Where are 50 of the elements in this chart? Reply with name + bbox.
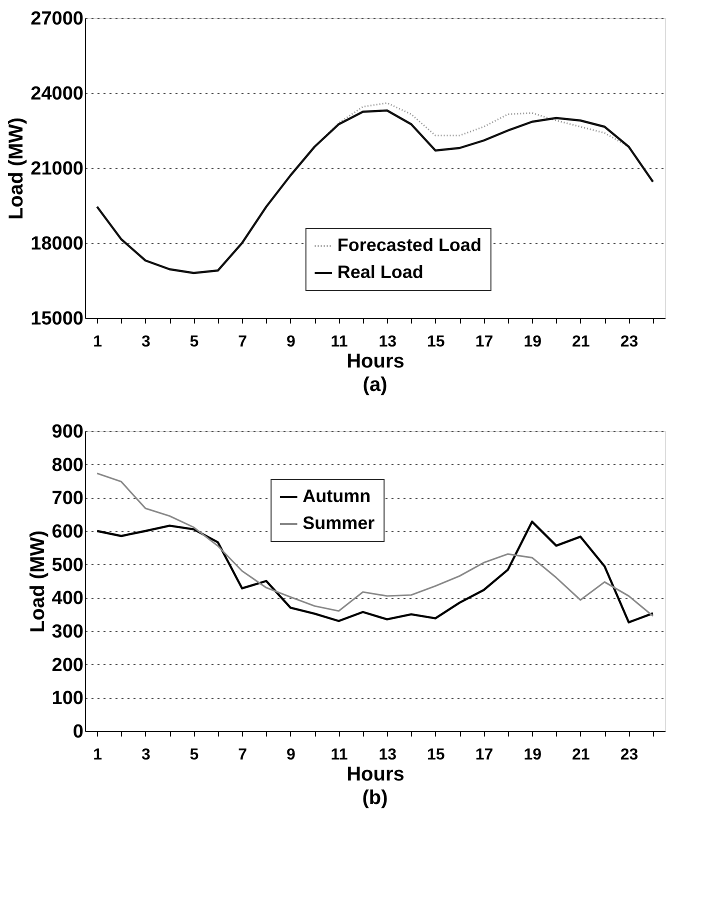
x-tick-label: 13 bbox=[378, 334, 397, 350]
y-tick-label: 700 bbox=[52, 488, 84, 510]
y-tick-label: 500 bbox=[52, 554, 84, 576]
x-tick-label: 1 bbox=[93, 746, 102, 764]
x-tick-label: 21 bbox=[572, 334, 590, 350]
y-tick-label: 27000 bbox=[30, 8, 84, 30]
y-axis-title: Load (MW) bbox=[26, 530, 49, 633]
x-tick-label: 7 bbox=[238, 334, 248, 350]
x-tick-label: 3 bbox=[141, 334, 150, 350]
text: (a) bbox=[362, 374, 388, 396]
x-tick-label: 3 bbox=[141, 746, 150, 764]
x-tick-label: 13 bbox=[378, 746, 397, 764]
y-tick-label: 200 bbox=[52, 654, 84, 676]
x-tick-label: 17 bbox=[475, 334, 494, 350]
text: (b) bbox=[362, 787, 388, 809]
y-tick-label: 18000 bbox=[30, 234, 84, 254]
x-tick-label: 23 bbox=[620, 334, 638, 350]
legend-label: Real Load bbox=[337, 262, 424, 282]
x-axis-title: Hours bbox=[346, 764, 404, 786]
y-tick-label: 400 bbox=[52, 588, 84, 610]
y-tick-label: 0 bbox=[72, 722, 84, 742]
y-tick-label: 800 bbox=[52, 454, 84, 476]
legend-label: Forecasted Load bbox=[337, 235, 482, 255]
x-tick-label: 17 bbox=[475, 746, 494, 764]
x-axis-title: Hours bbox=[346, 350, 404, 372]
y-tick-label: 300 bbox=[52, 622, 84, 642]
x-tick-label: 5 bbox=[190, 334, 199, 350]
x-tick-label: 15 bbox=[427, 334, 445, 350]
x-tick-label: 11 bbox=[330, 334, 348, 350]
x-tick-label: 9 bbox=[286, 746, 296, 764]
y-tick-label: 600 bbox=[52, 522, 84, 542]
y-tick-label: 100 bbox=[52, 688, 84, 710]
x-tick-label: 1 bbox=[93, 334, 102, 350]
x-tick-label: 11 bbox=[330, 746, 348, 764]
y-tick-label: 24000 bbox=[30, 84, 84, 104]
x-tick-label: 7 bbox=[238, 746, 248, 764]
x-tick-label: 19 bbox=[524, 334, 542, 350]
legend-label: Summer bbox=[302, 513, 375, 533]
line-series bbox=[96, 472, 654, 617]
x-tick-label: 5 bbox=[190, 746, 199, 764]
x-tick-label: 21 bbox=[572, 746, 590, 764]
y-tick-label: 15000 bbox=[30, 308, 84, 330]
y-axis-title: Load (MW) bbox=[6, 117, 28, 220]
x-tick-label: 19 bbox=[524, 746, 542, 764]
x-tick-label: 9 bbox=[286, 334, 296, 350]
x-tick-label: 15 bbox=[427, 746, 445, 764]
y-tick-label: 21000 bbox=[30, 158, 84, 180]
legend-label: Autumn bbox=[302, 486, 371, 506]
y-tick-label: 900 bbox=[52, 422, 84, 442]
x-tick-label: 23 bbox=[620, 746, 638, 764]
